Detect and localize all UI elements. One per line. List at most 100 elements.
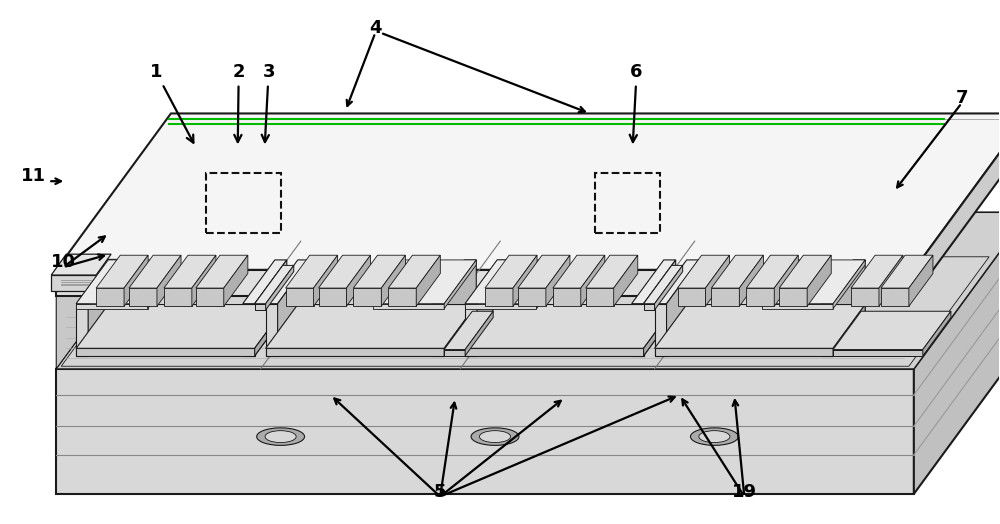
Ellipse shape <box>257 428 305 445</box>
Polygon shape <box>807 255 831 307</box>
Polygon shape <box>546 255 570 307</box>
Polygon shape <box>346 255 371 307</box>
Text: 1: 1 <box>150 63 193 143</box>
Polygon shape <box>833 350 923 356</box>
Polygon shape <box>477 260 509 356</box>
Polygon shape <box>553 288 581 307</box>
Polygon shape <box>56 270 914 296</box>
Polygon shape <box>96 255 148 288</box>
Polygon shape <box>444 260 476 309</box>
Polygon shape <box>678 255 730 288</box>
Polygon shape <box>465 304 536 309</box>
Polygon shape <box>432 260 476 304</box>
Polygon shape <box>678 288 705 307</box>
Polygon shape <box>56 213 1000 369</box>
Polygon shape <box>536 260 569 309</box>
Polygon shape <box>76 304 88 356</box>
Polygon shape <box>76 348 255 356</box>
Polygon shape <box>581 255 605 307</box>
Polygon shape <box>762 304 833 309</box>
Polygon shape <box>739 255 763 307</box>
Polygon shape <box>821 260 865 304</box>
Polygon shape <box>779 288 807 307</box>
Polygon shape <box>705 255 730 307</box>
Polygon shape <box>266 304 476 348</box>
Text: 3: 3 <box>262 63 275 142</box>
Polygon shape <box>76 260 180 304</box>
Ellipse shape <box>690 428 738 445</box>
Polygon shape <box>353 255 405 288</box>
Text: 5: 5 <box>434 483 446 500</box>
Polygon shape <box>124 255 148 307</box>
Polygon shape <box>388 255 440 288</box>
Polygon shape <box>243 304 255 356</box>
Polygon shape <box>129 255 181 288</box>
Polygon shape <box>76 304 287 348</box>
Polygon shape <box>266 348 444 356</box>
Polygon shape <box>373 304 444 309</box>
Text: 2: 2 <box>232 63 245 142</box>
Polygon shape <box>286 288 314 307</box>
Polygon shape <box>444 311 493 350</box>
Polygon shape <box>51 254 111 275</box>
Polygon shape <box>465 304 676 348</box>
Polygon shape <box>667 260 699 356</box>
Polygon shape <box>779 255 831 288</box>
Polygon shape <box>51 266 106 287</box>
Polygon shape <box>746 255 798 288</box>
Polygon shape <box>833 311 951 350</box>
Polygon shape <box>711 288 739 307</box>
Polygon shape <box>644 304 676 356</box>
Polygon shape <box>833 260 865 356</box>
Polygon shape <box>614 255 638 307</box>
Polygon shape <box>833 260 865 309</box>
Polygon shape <box>353 288 381 307</box>
Text: 6: 6 <box>630 63 643 142</box>
Polygon shape <box>381 255 405 307</box>
Polygon shape <box>914 213 1000 494</box>
Polygon shape <box>224 255 248 307</box>
Polygon shape <box>909 255 933 307</box>
Polygon shape <box>56 369 914 494</box>
Polygon shape <box>157 255 181 307</box>
Polygon shape <box>56 213 1000 369</box>
Polygon shape <box>465 260 509 304</box>
Polygon shape <box>746 288 774 307</box>
Polygon shape <box>76 304 148 309</box>
Polygon shape <box>51 275 96 291</box>
Polygon shape <box>485 255 537 288</box>
Text: 10: 10 <box>51 253 76 271</box>
Polygon shape <box>196 255 248 288</box>
Polygon shape <box>833 304 865 356</box>
Polygon shape <box>56 259 121 275</box>
Polygon shape <box>923 311 951 356</box>
Polygon shape <box>586 288 614 307</box>
Polygon shape <box>164 288 192 307</box>
Polygon shape <box>655 304 667 356</box>
Ellipse shape <box>699 431 730 443</box>
Polygon shape <box>388 288 416 307</box>
Ellipse shape <box>479 431 511 443</box>
Polygon shape <box>851 288 879 307</box>
Polygon shape <box>432 304 444 356</box>
Polygon shape <box>255 304 287 356</box>
Polygon shape <box>56 114 1000 270</box>
Polygon shape <box>655 260 699 304</box>
Polygon shape <box>465 260 569 304</box>
Polygon shape <box>655 348 833 356</box>
Polygon shape <box>266 260 310 304</box>
Polygon shape <box>851 255 903 288</box>
Polygon shape <box>644 260 676 356</box>
Polygon shape <box>586 255 638 288</box>
Polygon shape <box>879 255 903 307</box>
Polygon shape <box>255 304 266 310</box>
Polygon shape <box>319 255 371 288</box>
Polygon shape <box>465 348 644 356</box>
Polygon shape <box>96 288 124 307</box>
Polygon shape <box>774 255 798 307</box>
Polygon shape <box>88 260 120 356</box>
Polygon shape <box>129 288 157 307</box>
Polygon shape <box>821 304 833 356</box>
Polygon shape <box>881 255 933 288</box>
Text: 19: 19 <box>732 483 757 500</box>
